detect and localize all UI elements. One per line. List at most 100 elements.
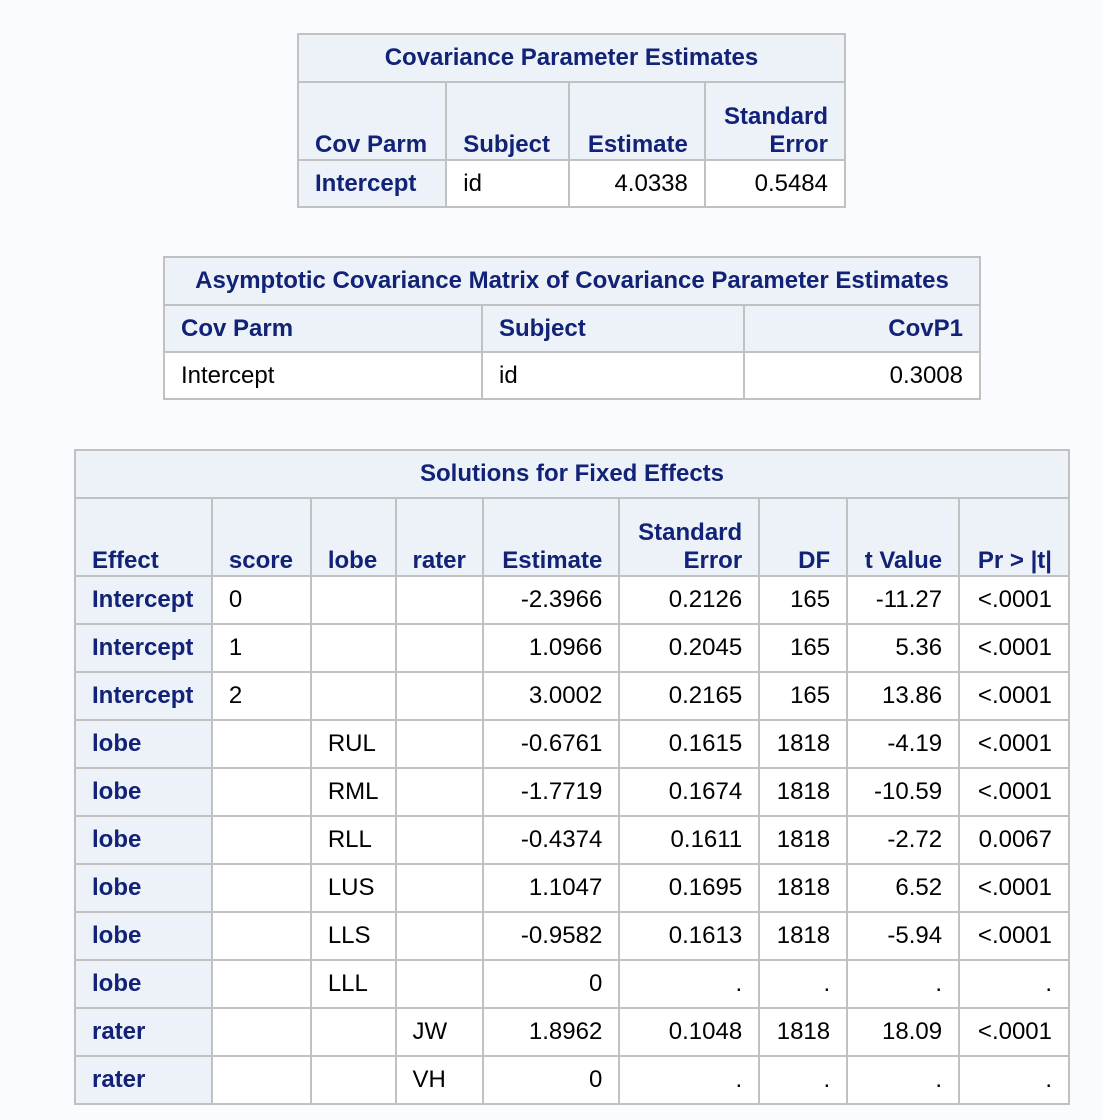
table-cell: 1.0966 <box>482 623 621 673</box>
table-cell: 1.8962 <box>482 1007 621 1057</box>
table-row: lobe RUL -0.6761 0.1615 1818 -4.19 <.0001 <box>74 719 1070 769</box>
table-cell: 0.2045 <box>618 623 761 673</box>
table-cell <box>309 623 397 673</box>
table-cell: -5.94 <box>846 911 961 961</box>
table-cell: 5.36 <box>846 623 961 673</box>
table-cell: . <box>958 959 1070 1009</box>
table-row: rater VH 0.... <box>74 1055 1070 1105</box>
table-row: Intercept 1 1.0966 0.2045 165 5.36 <.0001 <box>74 623 1070 673</box>
column-header: lobe <box>309 497 397 577</box>
table-cell: RLL <box>309 815 397 865</box>
table-cell: 0.5484 <box>703 159 847 208</box>
table-cell: 0.1674 <box>618 767 761 817</box>
table-cell: 0.3008 <box>743 351 981 400</box>
table-cell: 1818 <box>758 719 849 769</box>
table-row: rater JW 1.8962 0.1048 1818 18.09 <.0001 <box>74 1007 1070 1057</box>
table-title: Asymptotic Covariance Matrix of Covarian… <box>163 256 981 306</box>
column-header: rater <box>394 497 485 577</box>
row-header: lobe <box>74 815 213 865</box>
table-cell: 0.1048 <box>618 1007 761 1057</box>
row-header: Intercept <box>74 575 213 625</box>
table-cell <box>210 815 312 865</box>
table-cell: -10.59 <box>846 767 961 817</box>
table-cell: 0.1615 <box>618 719 761 769</box>
row-header: lobe <box>74 863 213 913</box>
table-cell: . <box>958 1055 1070 1105</box>
table-cell: JW <box>394 1007 485 1057</box>
table-cell: <.0001 <box>958 863 1070 913</box>
column-header: Subject <box>481 304 745 353</box>
column-header: Estimate <box>567 81 706 161</box>
table-cell: -4.19 <box>846 719 961 769</box>
table-cell: -11.27 <box>846 575 961 625</box>
table-title: Solutions for Fixed Effects <box>74 449 1070 499</box>
table-cell: 4.0338 <box>567 159 706 208</box>
table-cell: 18.09 <box>846 1007 961 1057</box>
column-header: Cov Parm <box>296 81 448 161</box>
table-cell: 0.0067 <box>958 815 1070 865</box>
table-row: lobe LLS -0.9582 0.1613 1818 -5.94 <.0001 <box>74 911 1070 961</box>
table-cell <box>210 911 312 961</box>
table-cell: LLL <box>309 959 397 1009</box>
table-cell: -2.72 <box>846 815 961 865</box>
table-cell <box>210 767 312 817</box>
table-cell: 0 <box>482 1055 621 1105</box>
table-cell <box>309 1055 397 1105</box>
table-cell: <.0001 <box>958 719 1070 769</box>
table-row: Intercept id 4.0338 0.5484 <box>296 159 847 208</box>
table-cell <box>210 1055 312 1105</box>
table-cell: -0.4374 <box>482 815 621 865</box>
table-cell: 1818 <box>758 911 849 961</box>
table-cell: 1818 <box>758 1007 849 1057</box>
table-cell <box>394 623 485 673</box>
row-header: lobe <box>74 719 213 769</box>
table-cell <box>394 911 485 961</box>
table-cell: 1.1047 <box>482 863 621 913</box>
table-cell: 6.52 <box>846 863 961 913</box>
table-cell: 3.0002 <box>482 671 621 721</box>
table-cell: -0.9582 <box>482 911 621 961</box>
table-cell: 13.86 <box>846 671 961 721</box>
covariance-parameter-estimates-table: Covariance Parameter Estimates Cov Parm … <box>296 33 847 208</box>
table-cell <box>394 719 485 769</box>
row-header: rater <box>74 1055 213 1105</box>
table-cell: . <box>846 959 961 1009</box>
row-header: rater <box>74 1007 213 1057</box>
table-cell: 0.2165 <box>618 671 761 721</box>
table-cell <box>394 815 485 865</box>
table-cell: RUL <box>309 719 397 769</box>
header-line: Standard <box>638 519 743 546</box>
column-header: DF <box>758 497 849 577</box>
column-header: CovP1 <box>743 304 981 353</box>
column-header: Pr > |t| <box>958 497 1070 577</box>
table-cell <box>394 575 485 625</box>
column-header: score <box>210 497 312 577</box>
table-title: Covariance Parameter Estimates <box>297 33 846 83</box>
table-cell <box>210 1007 312 1057</box>
header-line: Error <box>769 131 828 158</box>
column-header: Estimate <box>482 497 621 577</box>
asymptotic-covariance-matrix-table: Asymptotic Covariance Matrix of Covarian… <box>163 256 981 400</box>
column-header: Standard Error <box>618 497 761 577</box>
table-cell <box>394 671 485 721</box>
table-row: Intercept id 0.3008 <box>163 351 981 400</box>
table-cell <box>309 671 397 721</box>
table-cell: 0.1613 <box>618 911 761 961</box>
row-header: Intercept <box>74 623 213 673</box>
table-cell: . <box>846 1055 961 1105</box>
table-cell: <.0001 <box>958 911 1070 961</box>
column-header: Effect <box>74 497 213 577</box>
row-header: lobe <box>74 767 213 817</box>
table-cell: . <box>758 959 849 1009</box>
row-header: Intercept <box>296 159 448 208</box>
table-cell: <.0001 <box>958 1007 1070 1057</box>
table-row: lobe LLL 0.... <box>74 959 1070 1009</box>
column-header: Standard Error <box>703 81 847 161</box>
table-cell: -1.7719 <box>482 767 621 817</box>
table-cell: 2 <box>210 671 312 721</box>
table-cell: 165 <box>758 623 849 673</box>
table-cell: LLS <box>309 911 397 961</box>
table-cell: <.0001 <box>958 575 1070 625</box>
table-row: lobe RML -1.7719 0.1674 1818 -10.59 <.0001 <box>74 767 1070 817</box>
fixed-effects-body: Intercept 0 -2.3966 0.2126 165 -11.27 <.0001 In… <box>74 575 1070 1105</box>
